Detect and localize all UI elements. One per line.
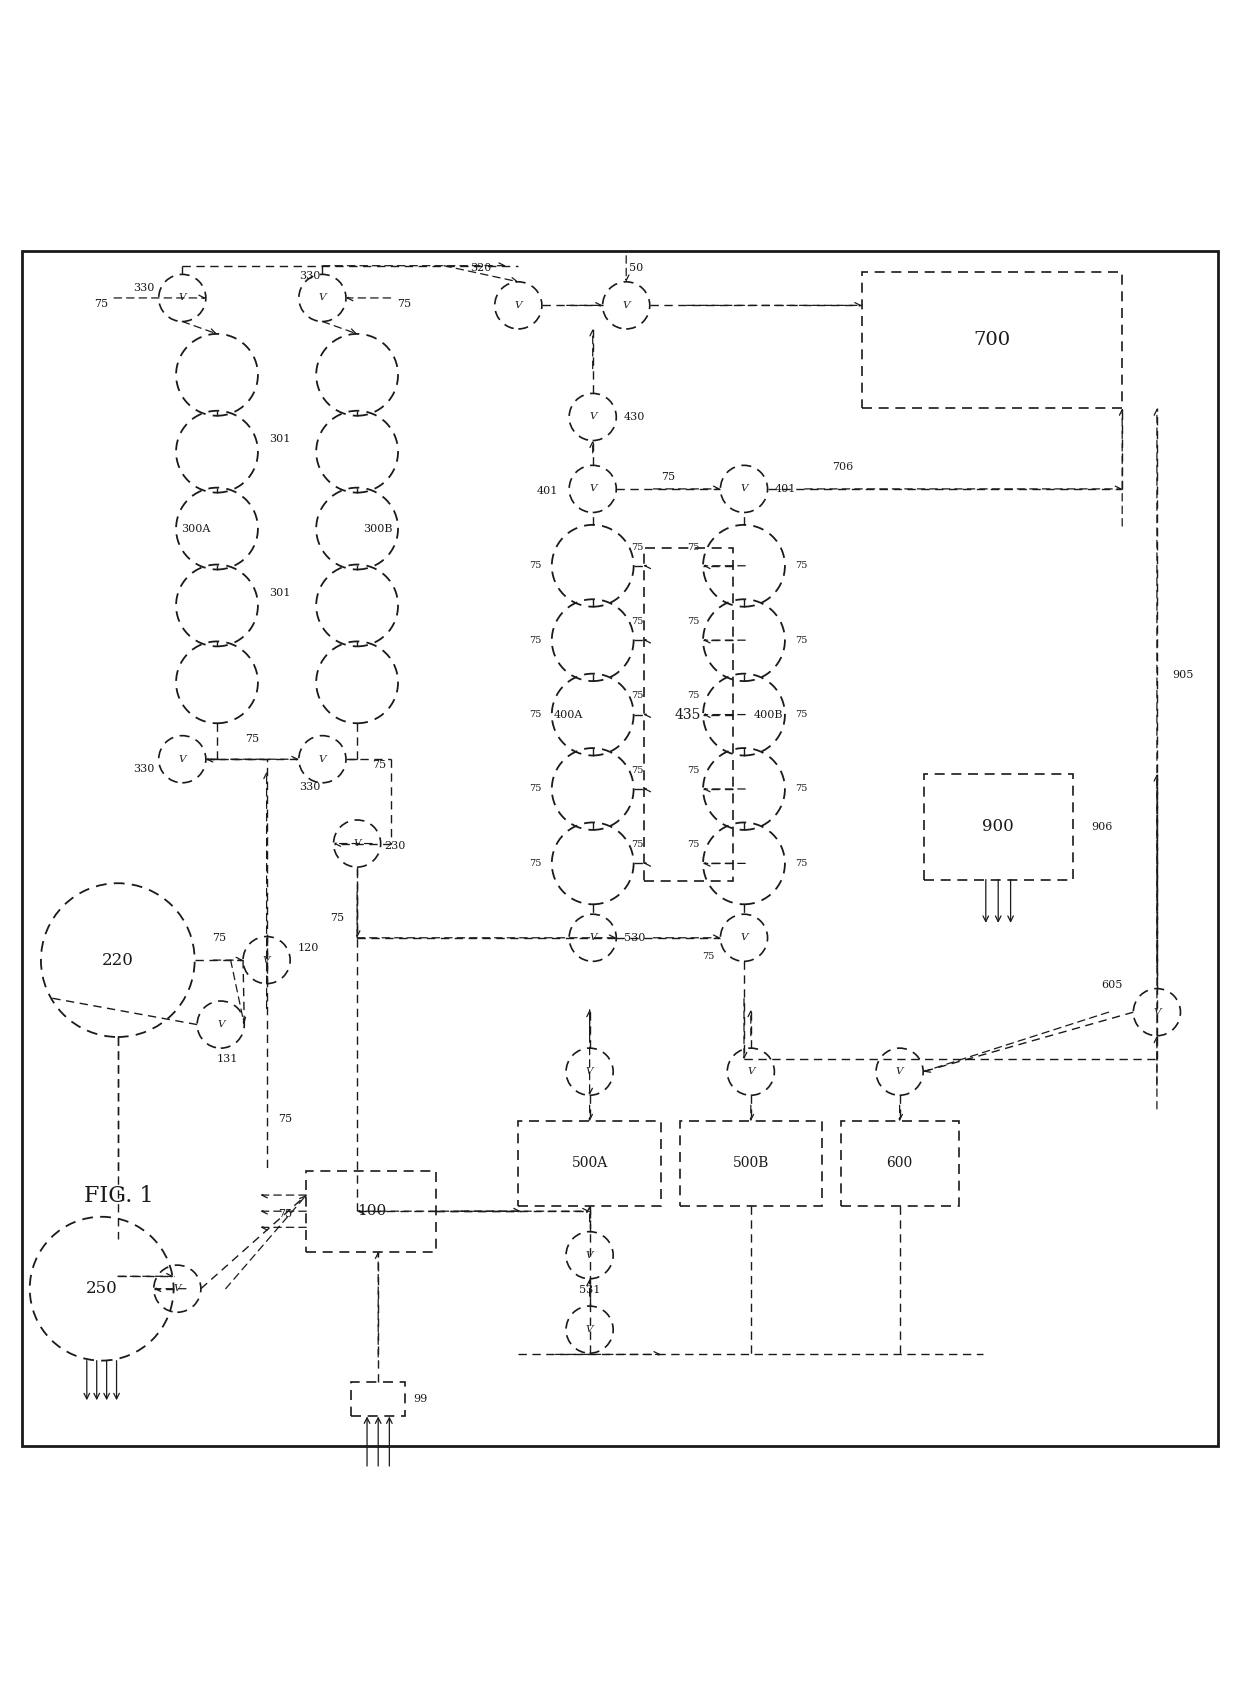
Text: V: V <box>319 294 326 302</box>
Bar <box>351 1381 405 1417</box>
Text: 75: 75 <box>631 765 644 776</box>
Text: 75: 75 <box>631 543 644 552</box>
Text: 75: 75 <box>529 636 542 645</box>
Text: 75: 75 <box>212 933 226 944</box>
Text: 706: 706 <box>832 462 854 472</box>
Text: 75: 75 <box>529 859 542 867</box>
Text: 50: 50 <box>629 263 644 273</box>
Text: 75: 75 <box>278 1113 293 1123</box>
Text: 75: 75 <box>631 840 644 848</box>
Text: 330: 330 <box>134 283 155 294</box>
Text: 75: 75 <box>702 952 714 961</box>
Text: V: V <box>585 1325 594 1334</box>
Text: V: V <box>1153 1008 1161 1017</box>
Text: V: V <box>895 1067 904 1076</box>
Text: 75: 75 <box>661 472 676 482</box>
Text: 75: 75 <box>331 913 345 923</box>
Text: 75: 75 <box>687 618 699 626</box>
Text: V: V <box>319 755 326 764</box>
Text: 75: 75 <box>795 709 807 720</box>
Text: 500A: 500A <box>572 1156 608 1171</box>
Text: 400A: 400A <box>553 709 583 720</box>
Text: 75: 75 <box>529 562 542 570</box>
Text: 500B: 500B <box>733 1156 769 1171</box>
Text: 100: 100 <box>357 1205 386 1218</box>
Text: 301: 301 <box>269 589 290 597</box>
Text: 330: 330 <box>299 782 321 791</box>
Text: 400B: 400B <box>754 709 784 720</box>
Text: 75: 75 <box>529 709 542 720</box>
Text: 75: 75 <box>795 636 807 645</box>
Text: V: V <box>353 838 361 848</box>
Text: 75: 75 <box>687 840 699 848</box>
Text: V: V <box>174 1285 181 1293</box>
Text: V: V <box>746 1067 755 1076</box>
Text: V: V <box>179 294 186 302</box>
Text: 75: 75 <box>94 299 108 309</box>
Bar <box>924 774 1073 879</box>
Text: 75: 75 <box>795 859 807 867</box>
Text: 75: 75 <box>795 784 807 794</box>
Text: 220: 220 <box>102 952 134 969</box>
Text: V: V <box>217 1020 224 1028</box>
Text: 75: 75 <box>631 691 644 701</box>
Text: 300B: 300B <box>363 524 393 533</box>
Text: 900: 900 <box>982 818 1014 835</box>
Bar <box>680 1122 822 1205</box>
Text: V: V <box>515 300 522 311</box>
Text: 320: 320 <box>470 263 492 273</box>
Text: 906: 906 <box>1091 821 1112 832</box>
Text: 430: 430 <box>624 412 645 423</box>
Text: 75: 75 <box>278 1210 293 1220</box>
Bar <box>518 1122 661 1205</box>
Text: 75: 75 <box>372 760 386 770</box>
Bar <box>644 548 733 881</box>
Text: V: V <box>585 1251 594 1259</box>
Text: 75: 75 <box>687 765 699 776</box>
Text: V: V <box>740 933 748 942</box>
Text: V: V <box>622 300 630 311</box>
Text: 120: 120 <box>298 944 319 952</box>
Text: V: V <box>589 933 596 942</box>
Text: 230: 230 <box>384 842 405 850</box>
Bar <box>841 1122 959 1205</box>
Text: 531: 531 <box>579 1285 600 1295</box>
Text: V: V <box>179 755 186 764</box>
Bar <box>862 272 1122 409</box>
Text: 301: 301 <box>269 434 290 445</box>
Text: 75: 75 <box>795 562 807 570</box>
Text: 250: 250 <box>86 1280 118 1297</box>
Text: 75: 75 <box>529 784 542 794</box>
Text: 75: 75 <box>631 618 644 626</box>
Text: V: V <box>585 1067 594 1076</box>
Text: 700: 700 <box>973 331 1011 350</box>
Text: 401: 401 <box>537 487 558 497</box>
Text: 435: 435 <box>675 708 702 721</box>
Text: V: V <box>263 955 270 964</box>
Text: 75: 75 <box>246 735 259 745</box>
Text: 401: 401 <box>775 484 796 494</box>
Text: V: V <box>589 412 596 421</box>
Text: 530: 530 <box>624 933 645 944</box>
Text: FIG. 1: FIG. 1 <box>84 1185 154 1207</box>
Bar <box>306 1171 436 1251</box>
Text: V: V <box>740 484 748 494</box>
Text: 99: 99 <box>413 1393 427 1403</box>
Text: 75: 75 <box>397 299 410 309</box>
Text: 131: 131 <box>216 1054 238 1064</box>
Text: 75: 75 <box>687 691 699 701</box>
Text: 300A: 300A <box>181 524 211 533</box>
Text: 605: 605 <box>1101 979 1122 989</box>
Text: 905: 905 <box>1172 670 1193 680</box>
Text: 330: 330 <box>299 270 321 280</box>
Text: V: V <box>589 484 596 494</box>
Text: 75: 75 <box>687 543 699 552</box>
Text: 330: 330 <box>134 764 155 774</box>
Text: 600: 600 <box>887 1156 913 1171</box>
